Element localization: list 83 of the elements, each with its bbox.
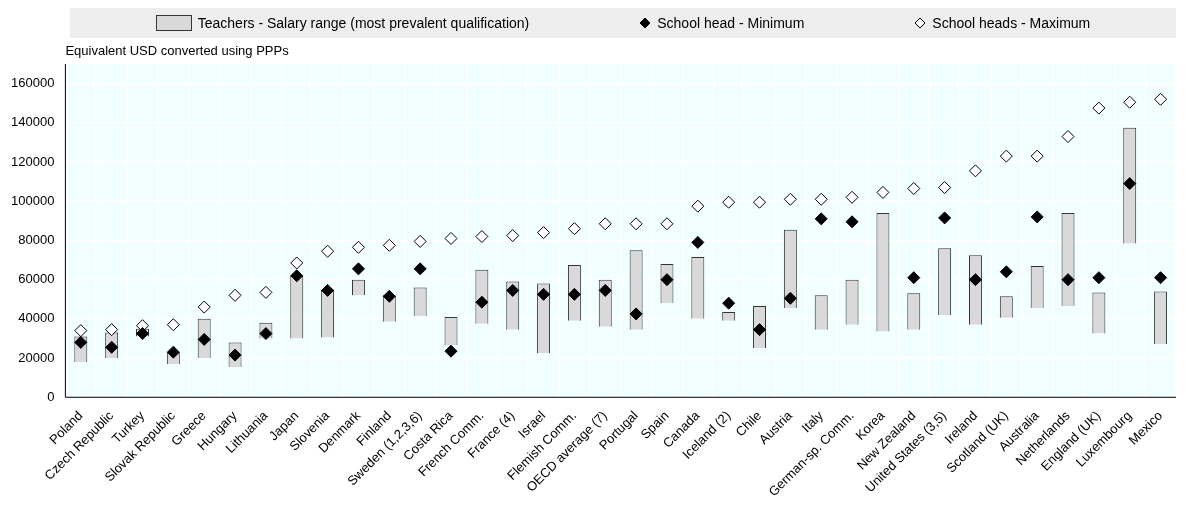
point [1154, 271, 1168, 285]
point [814, 192, 828, 206]
point [1123, 95, 1137, 109]
point [722, 296, 736, 310]
point [537, 287, 551, 301]
point [475, 295, 489, 309]
point [475, 230, 489, 244]
point [629, 307, 643, 321]
point [753, 323, 767, 337]
point [382, 289, 396, 303]
point [814, 212, 828, 226]
point [999, 149, 1013, 163]
y-tick-label: 60000 [18, 271, 55, 287]
point [506, 283, 520, 297]
point [74, 335, 88, 349]
point [351, 240, 365, 254]
point [290, 269, 304, 283]
point [753, 195, 767, 209]
point [567, 287, 581, 301]
y-tick-label: 140000 [10, 114, 55, 130]
point [74, 324, 88, 338]
point [907, 271, 921, 285]
legend-label: School head - Minimum [657, 15, 805, 31]
point [228, 288, 242, 302]
point [537, 226, 551, 240]
point [506, 229, 520, 243]
point [968, 273, 982, 287]
point [660, 217, 674, 231]
point [876, 185, 890, 199]
point [1030, 210, 1044, 224]
point [1154, 92, 1168, 106]
point [321, 283, 335, 297]
point [1061, 273, 1075, 287]
point [382, 238, 396, 252]
point [1092, 271, 1106, 285]
point [691, 235, 705, 249]
point [228, 348, 242, 362]
point [691, 199, 705, 213]
point [1123, 177, 1137, 191]
y-axis-title: Equivalent USD converted using PPPs [65, 43, 290, 59]
point [1061, 130, 1075, 144]
point [783, 192, 797, 206]
point [999, 265, 1013, 279]
point [722, 195, 736, 209]
point [660, 273, 674, 287]
point [105, 340, 119, 354]
point [166, 345, 180, 359]
point [938, 211, 952, 225]
y-tick-label: 20000 [18, 349, 55, 365]
y-tick-label: 40000 [18, 310, 55, 326]
point [351, 262, 365, 276]
point [413, 234, 427, 248]
y-tick-label: 80000 [18, 232, 55, 248]
point [968, 164, 982, 178]
point [197, 300, 211, 314]
point [1092, 101, 1106, 115]
point [197, 332, 211, 346]
point [290, 256, 304, 270]
point [783, 291, 797, 305]
point [259, 285, 273, 299]
point [1030, 149, 1044, 163]
legend-label: School heads - Maximum [932, 15, 1091, 31]
legend-label: Teachers - Salary range (most prevalent qualification) [197, 15, 530, 31]
point [259, 327, 273, 341]
point [444, 344, 458, 358]
y-tick-label: 120000 [10, 153, 55, 169]
point [105, 323, 119, 337]
point [907, 181, 921, 195]
point [629, 217, 643, 231]
point [413, 262, 427, 276]
y-tick-label: 100000 [10, 192, 55, 208]
y-tick-label: 0 [47, 388, 55, 404]
y-tick-label: 160000 [10, 75, 55, 91]
point [938, 181, 952, 195]
point [444, 231, 458, 245]
point [598, 283, 612, 297]
point [136, 327, 150, 341]
point [166, 318, 180, 332]
point [845, 215, 859, 229]
point [321, 244, 335, 258]
point [567, 222, 581, 236]
point [845, 190, 859, 204]
point [598, 217, 612, 231]
